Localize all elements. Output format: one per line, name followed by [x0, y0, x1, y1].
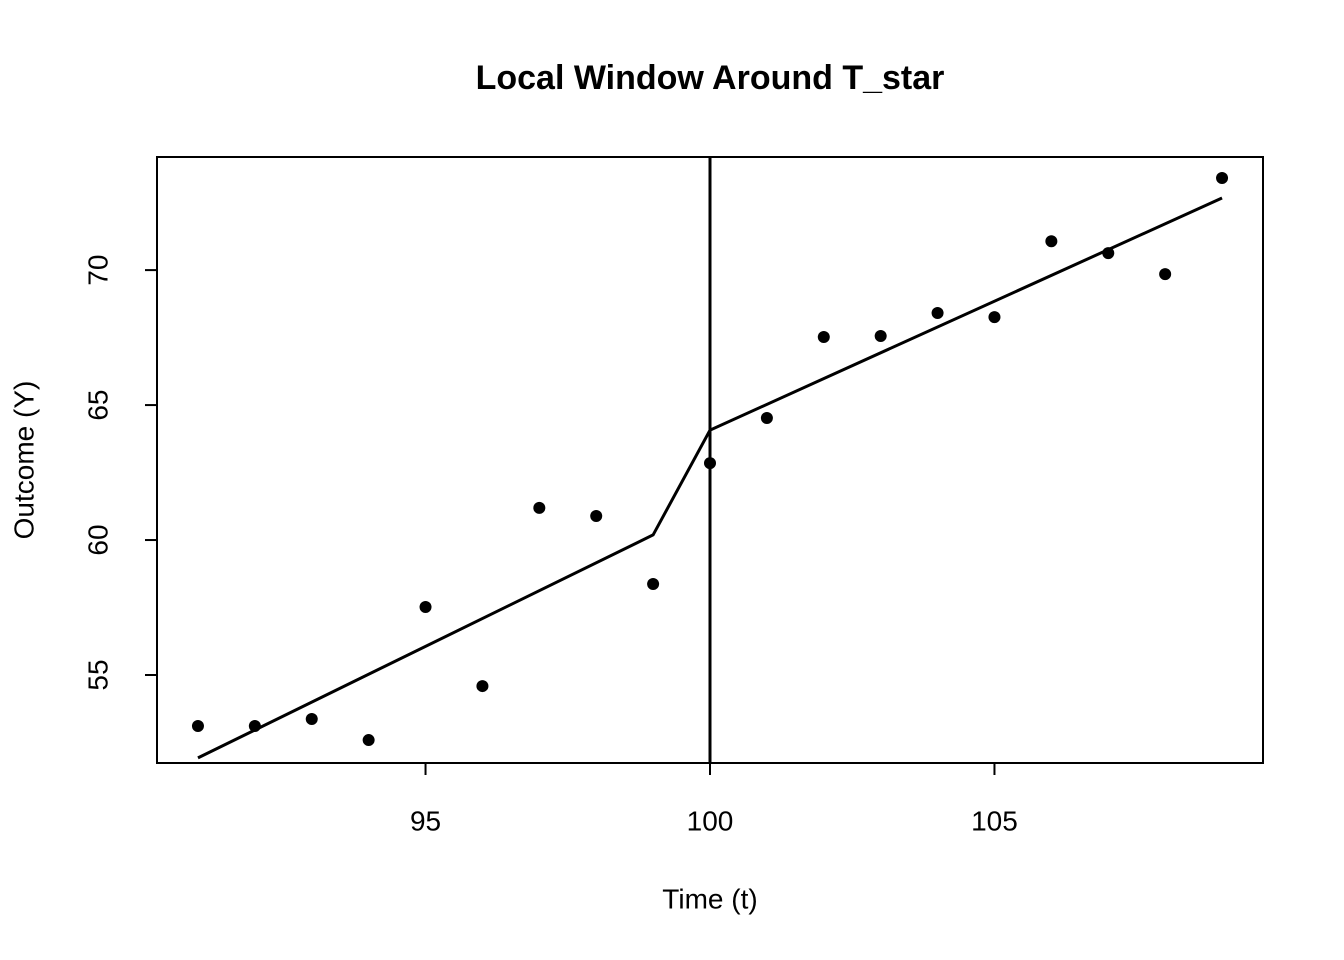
- y-tick-label: 65: [82, 389, 113, 420]
- chart-title: Local Window Around T_star: [476, 59, 945, 97]
- point: [1216, 172, 1229, 185]
- point: [191, 720, 204, 733]
- y-tick-label: 70: [82, 255, 113, 286]
- x-tick-label: 100: [687, 805, 734, 836]
- point: [647, 578, 660, 591]
- point: [704, 457, 716, 470]
- y-axis-label: Outcome (Y): [8, 381, 39, 540]
- point: [248, 720, 261, 733]
- y-tick-label: 60: [82, 524, 113, 555]
- point: [874, 329, 887, 342]
- point: [590, 510, 603, 523]
- point: [1102, 247, 1115, 260]
- point: [476, 680, 489, 693]
- y-tick-label: 55: [82, 659, 113, 690]
- x-tick-label: 105: [971, 805, 1018, 836]
- point: [533, 501, 546, 514]
- point: [1159, 268, 1172, 281]
- point: [419, 600, 432, 613]
- x-axis-label: Time (t): [662, 883, 757, 914]
- point: [760, 412, 773, 425]
- point: [817, 331, 830, 344]
- point: [988, 311, 1001, 324]
- point: [1045, 235, 1058, 248]
- x-tick-label: 95: [410, 805, 441, 836]
- point: [931, 307, 944, 320]
- fit-line: [197, 196, 1223, 760]
- point: [362, 734, 375, 747]
- point: [305, 713, 318, 726]
